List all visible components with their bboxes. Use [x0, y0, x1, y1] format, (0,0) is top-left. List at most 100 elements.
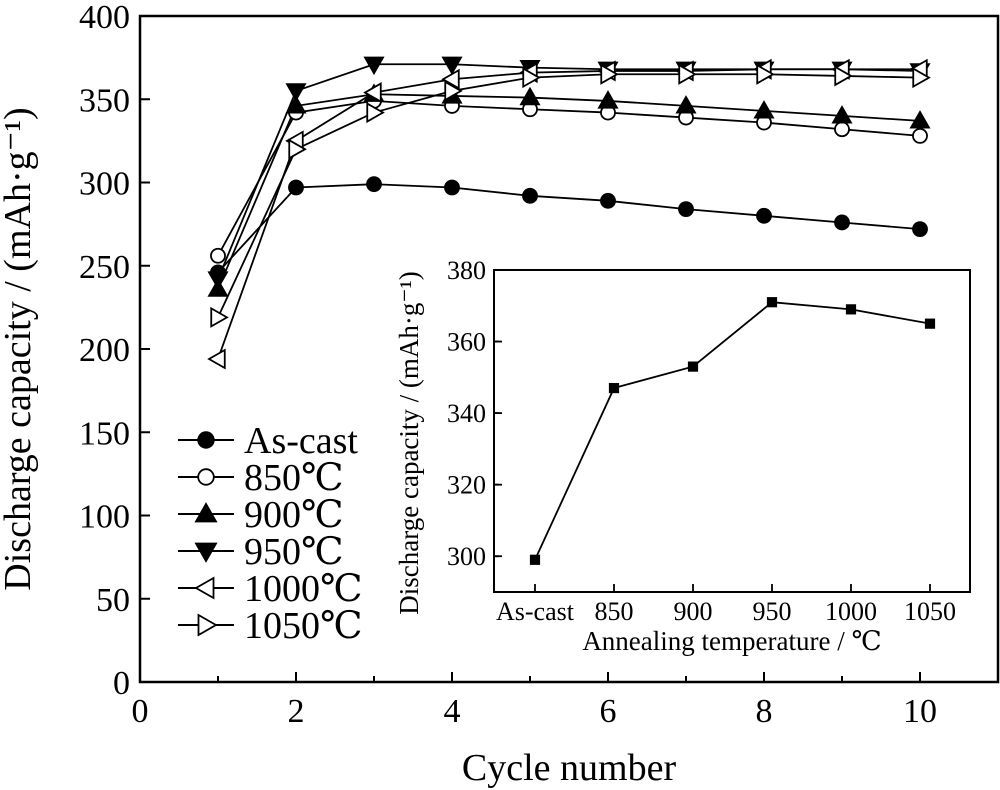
series-point [678, 201, 694, 218]
y-tick-label: 400 [79, 0, 130, 36]
series-point [207, 348, 226, 370]
series-point [444, 179, 460, 196]
inset-y-tick-label: 360 [447, 328, 486, 357]
series-point [834, 65, 853, 87]
x-tick-label: 8 [756, 693, 773, 730]
inset-x-tick-label: 900 [674, 597, 713, 626]
series-point [831, 105, 853, 124]
inset-plot-frame [493, 269, 971, 593]
series-point [441, 68, 460, 90]
inset-y-tick-label: 300 [447, 542, 486, 571]
legend-marker [197, 468, 215, 486]
inset-x-axis-label: Annealing temperature / ℃ [582, 626, 881, 656]
series-point [288, 179, 304, 196]
x-tick-label: 4 [444, 693, 461, 730]
series-point [756, 63, 775, 85]
series-point [363, 56, 385, 76]
x-tick-label: 2 [288, 693, 305, 730]
inset-x-tick-label: 1000 [825, 597, 877, 626]
series-point [522, 67, 541, 89]
series-point [600, 192, 616, 209]
series-line [217, 63, 921, 280]
legend-label: 850℃ [244, 457, 344, 499]
series-point [912, 127, 928, 144]
inset-series-point [924, 318, 936, 329]
legend-marker [194, 502, 218, 523]
series-point [756, 207, 772, 224]
series-point [834, 121, 850, 138]
series-point [285, 95, 307, 114]
legend-label: As-cast [244, 420, 358, 462]
series-point [522, 187, 538, 204]
series-point [285, 83, 307, 102]
inset-y-axis-label: Discharge capacity / (mAh·g⁻¹) [394, 271, 424, 614]
series-line [217, 68, 920, 360]
series-line [217, 93, 921, 290]
legend-marker [194, 576, 215, 600]
series-point [441, 56, 463, 76]
x-tick-label: 0 [132, 693, 149, 730]
inset-y-tick-label: 320 [447, 471, 486, 500]
inset-axes-group: 300 320 340 360 380 As-cast 850 900 950 1000 1050 [447, 256, 956, 626]
series-point [444, 80, 463, 102]
y-tick-label: 200 [79, 332, 130, 369]
inset-series-point [608, 382, 620, 394]
inset-y-tick-label: 380 [447, 256, 486, 285]
series-point [909, 110, 931, 129]
y-tick-label: 250 [79, 249, 130, 286]
main-series-group [207, 56, 931, 370]
series-point [912, 67, 931, 89]
inset-x-tick-label: 850 [595, 597, 634, 626]
legend-marker [194, 542, 218, 563]
series-point [366, 176, 382, 193]
y-tick-label: 150 [79, 415, 130, 452]
inset-series-point [766, 297, 778, 308]
series-point [834, 214, 850, 231]
y-tick-label: 300 [79, 166, 130, 203]
series-point [753, 100, 775, 119]
legend-marker [197, 431, 215, 449]
legend-label: 900℃ [244, 494, 344, 536]
main-y-axis-label: Discharge capacity / (mAh·g⁻¹) [0, 107, 39, 590]
series-line [217, 73, 921, 318]
x-tick-label: 6 [600, 693, 617, 730]
inset-series-point [529, 554, 541, 565]
legend-label: 950℃ [244, 531, 344, 573]
inset-y-tick-label: 340 [447, 399, 486, 428]
series-point [207, 271, 229, 290]
series-point [366, 102, 385, 124]
series-point [675, 95, 697, 114]
x-tick-label: 10 [903, 693, 937, 730]
y-tick-label: 50 [96, 582, 130, 619]
inset-background [494, 270, 970, 592]
series-point [519, 86, 541, 106]
series-point [678, 63, 697, 85]
series-point [597, 90, 619, 109]
series-point [912, 221, 928, 238]
inset-x-tick-label: 950 [753, 597, 792, 626]
inset-series-point [845, 304, 857, 315]
series-point [210, 247, 226, 264]
y-tick-label: 0 [113, 665, 130, 702]
legend-marker [197, 613, 218, 637]
series-point [600, 63, 619, 85]
main-x-axis-label: Cycle number [462, 747, 677, 789]
series-line [217, 100, 921, 257]
series-point [363, 82, 382, 104]
inset-series-point [687, 361, 699, 372]
series-point [288, 138, 307, 160]
inset-x-tick-label: As-cast [496, 597, 575, 626]
series-line [217, 183, 921, 274]
inset-x-tick-label: 1050 [904, 597, 956, 626]
inset-series-group [529, 297, 936, 565]
series-point [210, 306, 229, 328]
inset-series-line [534, 301, 931, 561]
y-tick-label: 100 [79, 499, 130, 536]
y-tick-label: 350 [79, 82, 130, 119]
legend-label: 1050℃ [244, 605, 363, 647]
